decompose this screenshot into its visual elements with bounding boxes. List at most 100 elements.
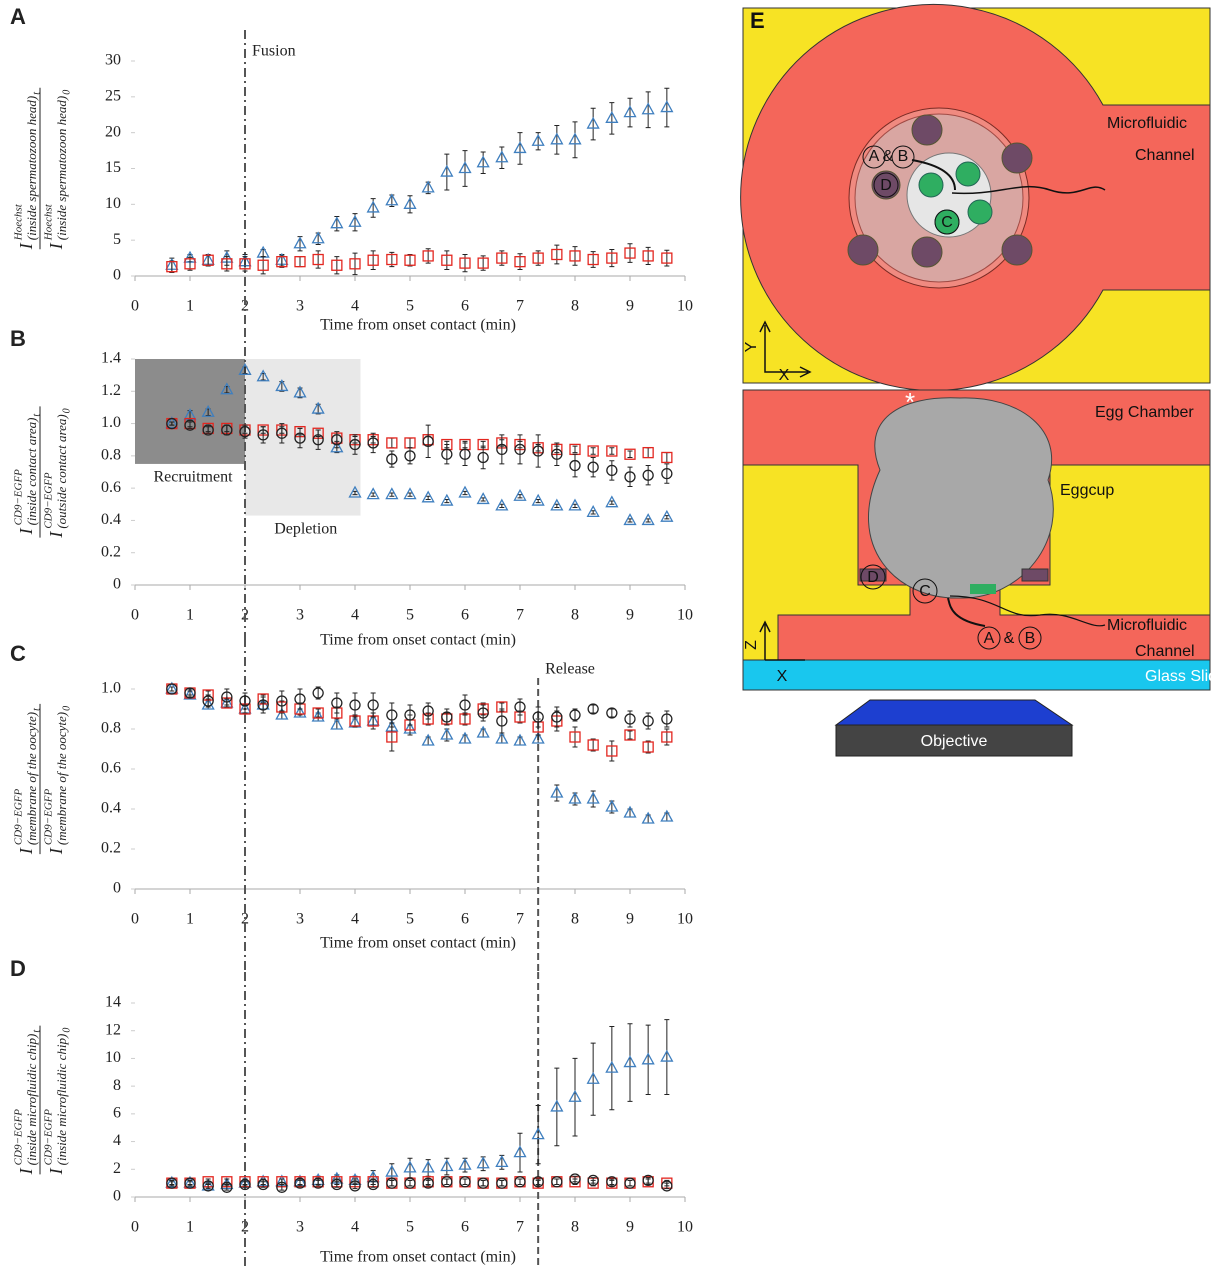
error-bar: [609, 461, 614, 480]
error-bar: [591, 739, 596, 751]
x-tick-label: 1: [186, 607, 194, 624]
error-bar: [444, 154, 449, 190]
error-bar: [573, 504, 578, 507]
error-bar: [518, 133, 523, 165]
error-bar: [426, 1180, 431, 1186]
ylabel-sup: CD9−EGFP: [43, 472, 55, 529]
x-tick-label: 5: [406, 298, 414, 315]
electrode: [968, 200, 992, 224]
label-a: A: [869, 148, 880, 165]
ylabel-index: t: [31, 414, 42, 417]
error-bar: [408, 255, 413, 266]
error-bar: [591, 108, 596, 140]
error-bar: [353, 693, 358, 717]
error-bar: [664, 516, 669, 519]
error-bar: [554, 707, 559, 727]
y-tick-label: 1.4: [101, 350, 121, 367]
ylabel-sub: (membrane of the oocyte): [54, 712, 69, 845]
x-tick-label: 8: [571, 1219, 579, 1236]
x-tick-label: 10: [677, 607, 693, 624]
panel-letter: D: [10, 956, 26, 981]
ylabel-sup: CD9−EGFP: [13, 789, 25, 846]
y-tick-label: 0.8: [101, 447, 121, 464]
ylabel-symbol: I: [46, 1167, 66, 1175]
y-tick-label: 0.2: [101, 840, 121, 857]
y-tick-label: 0.6: [101, 760, 121, 777]
x-tick-label: 5: [406, 1219, 414, 1236]
x-tick-label: 0: [131, 1219, 139, 1236]
panel-letter: A: [10, 4, 26, 29]
error-bar: [316, 1180, 321, 1186]
y-tick-label: 0.8: [101, 720, 121, 737]
label-d: D: [880, 177, 892, 194]
ylabel-sup: CD9−EGFP: [43, 789, 55, 846]
error-bar: [499, 147, 504, 169]
error-bar: [371, 251, 376, 270]
error-bar: [591, 705, 596, 713]
ylabel-index: 0: [61, 408, 72, 413]
y-tick-label: 0.4: [101, 511, 121, 528]
x-tick-label: 4: [351, 911, 359, 928]
error-bar: [573, 727, 578, 747]
ylabel-sub: (inside microfluidic chip): [24, 1034, 39, 1166]
y-axis-label: ICD9−EGFP(inside contact area)tICD9−EGFP…: [13, 406, 73, 538]
x-tick-label: 9: [626, 1219, 634, 1236]
error-bar: [646, 466, 651, 485]
error-bar: [609, 448, 614, 454]
page: Figure body { margin: 0; background: #ff…: [0, 0, 1213, 1269]
error-bar: [609, 249, 614, 266]
ylabel-sup: CD9−EGFP: [13, 1109, 25, 1166]
error-bar: [444, 499, 449, 502]
x-tick-label: 8: [571, 911, 579, 928]
y-tick-label: 1.2: [101, 382, 121, 399]
ylabel-symbol: I: [16, 527, 36, 535]
error-bar: [554, 1068, 559, 1146]
x-tick-label: 6: [461, 911, 469, 928]
panel-letter: E: [750, 8, 765, 33]
x-tick-label: 4: [351, 298, 359, 315]
error-bar: [389, 1180, 394, 1186]
error-bar: [463, 255, 468, 272]
error-bar: [334, 257, 339, 274]
x-axis-label: Time from onset contact (min): [320, 317, 516, 334]
ylabel-sup: CD9−EGFP: [43, 1109, 55, 1166]
y-tick-label: 4: [113, 1132, 121, 1149]
y-tick-label: 1.0: [101, 680, 121, 697]
x-tick-label: 8: [571, 298, 579, 315]
eggcup-label: Eggcup: [1060, 482, 1114, 499]
error-bar: [298, 257, 303, 267]
x-tick-label: 10: [677, 911, 693, 928]
y-tick-label: 20: [105, 123, 121, 140]
ylabel-index: t: [31, 708, 42, 711]
error-bar: [628, 1180, 633, 1186]
error-bar: [609, 1179, 614, 1185]
error-bar: [664, 453, 669, 463]
x-tick-label: 0: [131, 911, 139, 928]
error-bar: [499, 504, 504, 507]
x-tick-label: 7: [516, 607, 524, 624]
error-bar: [353, 253, 358, 275]
error-bar: [628, 467, 633, 486]
hole: [912, 115, 942, 145]
error-bar: [646, 519, 651, 522]
hole: [1022, 569, 1048, 581]
x-tick-label: 6: [461, 298, 469, 315]
error-bar: [646, 741, 651, 753]
x-tick-label: 7: [516, 1219, 524, 1236]
channel-label: Microfluidic: [1107, 115, 1187, 132]
error-bar: [646, 92, 651, 128]
egg-chamber-label: Egg Chamber: [1095, 404, 1194, 421]
ylabel-index: 0: [61, 706, 72, 711]
y-tick-label: 6: [113, 1105, 121, 1122]
panel-letter: C: [10, 641, 26, 666]
x-tick-label: 3: [296, 607, 304, 624]
ylabel-symbol: I: [16, 847, 36, 855]
error-bar: [408, 438, 413, 448]
hole: [912, 237, 942, 267]
event-label: Release: [545, 661, 595, 678]
error-bar: [554, 1179, 559, 1185]
label-d: D: [867, 569, 879, 586]
error-bar: [536, 1179, 541, 1185]
x-tick-label: 5: [406, 911, 414, 928]
